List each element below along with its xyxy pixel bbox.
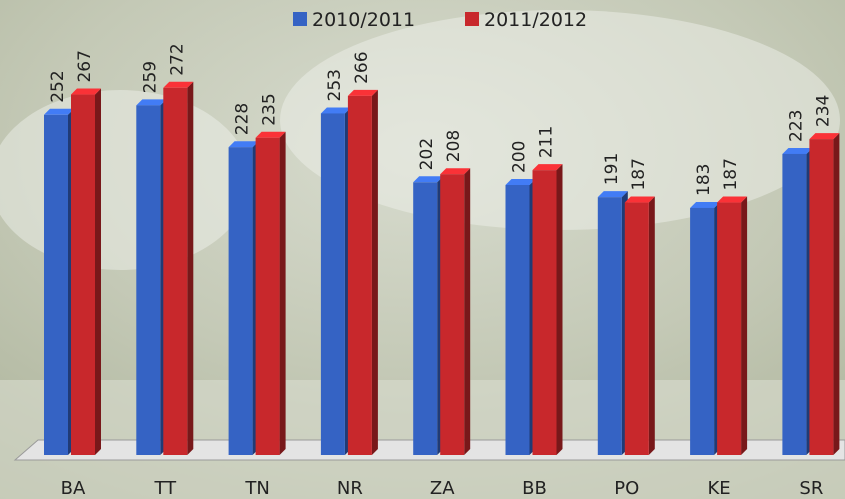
bar-front — [505, 185, 530, 455]
bar — [809, 133, 840, 455]
legend-label: 2010/2011 — [312, 9, 415, 31]
bar-front — [624, 202, 649, 455]
bar — [228, 141, 259, 455]
bar — [717, 196, 748, 456]
bar-top — [71, 88, 101, 95]
bar-front — [690, 207, 715, 455]
data-label: 202 — [417, 138, 437, 170]
bar-top — [690, 201, 721, 208]
data-label: 187 — [629, 158, 649, 190]
bar-top — [413, 176, 444, 183]
bar-front — [347, 95, 372, 456]
bar — [505, 179, 536, 455]
bar-front — [320, 113, 345, 455]
bar — [690, 201, 721, 455]
bar-top — [320, 107, 351, 114]
bar-top — [597, 191, 628, 198]
bar — [532, 164, 563, 455]
bar-top — [347, 89, 378, 96]
bar — [136, 99, 167, 455]
bar-side — [95, 88, 101, 456]
bar-front — [782, 153, 807, 455]
bar — [597, 191, 628, 455]
data-label: 272 — [167, 43, 187, 75]
bar-side — [741, 196, 748, 456]
bar-top — [532, 164, 563, 171]
bar-top — [255, 131, 286, 138]
data-label: 187 — [721, 158, 741, 190]
bar-front — [440, 174, 465, 455]
bar-front — [136, 105, 161, 455]
x-tick-label: BB — [522, 478, 547, 499]
bar-top — [228, 141, 259, 148]
data-label: 235 — [260, 93, 280, 125]
bar-top — [505, 179, 536, 185]
bar-top — [809, 133, 840, 140]
data-label: 259 — [140, 61, 160, 93]
data-label: 253 — [325, 69, 345, 101]
legend: 2010/2011 2011/2012 — [293, 9, 587, 31]
bar-front — [44, 114, 68, 456]
x-tick-label: NR — [337, 478, 363, 499]
x-tick-label: BA — [61, 478, 86, 499]
bar-top — [624, 196, 655, 203]
data-label: 208 — [444, 130, 464, 162]
data-label: 234 — [813, 95, 833, 127]
bar-front — [255, 137, 280, 455]
legend-label: 2011/2012 — [484, 9, 587, 31]
bar-side — [833, 133, 840, 455]
x-tick-label: KE — [708, 478, 731, 499]
bar-front — [413, 182, 438, 456]
bar-front — [228, 147, 253, 455]
bar-side — [371, 89, 378, 456]
data-label: 200 — [510, 141, 530, 173]
bar-top — [136, 99, 167, 106]
x-tick-label: TT — [153, 478, 177, 499]
data-label: 266 — [352, 51, 372, 83]
x-tick-label: PO — [614, 478, 639, 499]
bar — [320, 107, 351, 455]
bar — [163, 81, 194, 456]
bar-front — [597, 197, 622, 455]
x-tick-label: TN — [244, 478, 269, 499]
bar-top — [163, 81, 194, 88]
x-tick-label: ZA — [430, 478, 455, 499]
data-label: 191 — [602, 153, 622, 185]
legend-swatch — [293, 12, 307, 26]
bar-side — [279, 131, 286, 455]
bar-front — [717, 202, 742, 455]
bar-top — [717, 196, 748, 203]
bar-side — [187, 81, 194, 456]
bar — [347, 89, 378, 456]
bar-side — [556, 164, 563, 455]
bar — [782, 147, 813, 455]
bar — [413, 176, 444, 456]
legend-swatch — [465, 12, 479, 26]
data-label: 228 — [233, 103, 253, 135]
data-label: 267 — [75, 50, 95, 82]
bar — [255, 131, 286, 455]
bar — [71, 88, 101, 456]
bar — [44, 108, 74, 456]
bar-top — [440, 168, 471, 175]
bar-top — [782, 147, 813, 154]
data-label: 183 — [694, 163, 714, 195]
data-label: 223 — [786, 109, 806, 141]
bar-side — [464, 168, 471, 455]
bar-side — [648, 196, 655, 456]
bar-front — [163, 87, 188, 456]
data-label: 252 — [48, 70, 68, 102]
data-label: 211 — [537, 126, 557, 158]
bar-front — [809, 139, 834, 455]
background-shape — [0, 90, 250, 270]
background-shape — [280, 10, 840, 230]
bar-top — [44, 108, 74, 115]
bar — [440, 168, 471, 455]
bar-front — [532, 170, 557, 455]
x-tick-label: SR — [799, 478, 823, 499]
bar-front — [71, 94, 95, 456]
bar — [624, 196, 655, 456]
